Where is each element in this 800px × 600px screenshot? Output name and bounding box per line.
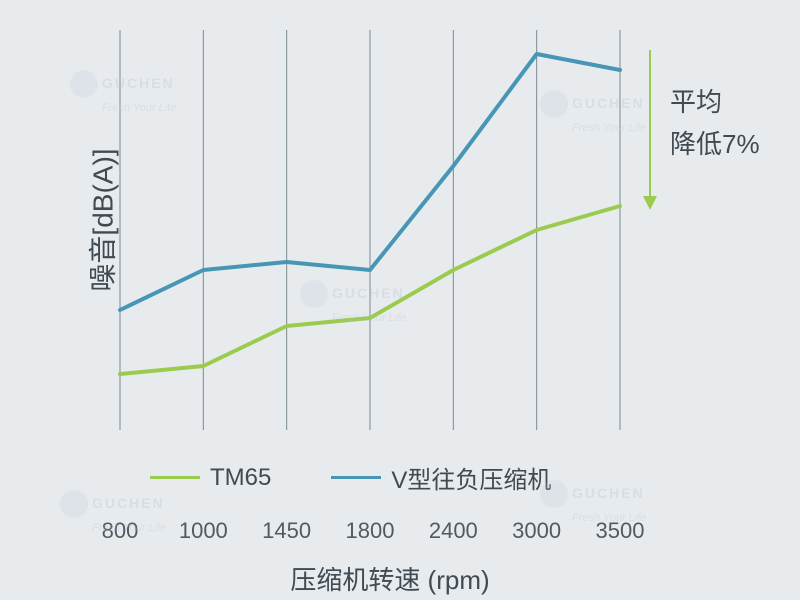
x-tick: 2400 (429, 518, 478, 544)
x-tick: 3500 (596, 518, 645, 544)
reduction-annotation: 平均 降低7% (670, 82, 760, 165)
legend-swatch-tm65 (150, 476, 200, 479)
annotation-line1: 平均 (670, 82, 760, 124)
x-tick: 3000 (512, 518, 561, 544)
legend-swatch-v-compressor (331, 476, 381, 479)
annotation-line2: 降低7% (670, 124, 760, 166)
legend-label-tm65: TM65 (210, 464, 271, 492)
down-arrow-icon (640, 50, 660, 210)
x-tick: 1000 (179, 518, 228, 544)
noise-chart: 噪音[dB(A)] 800100014501800240030003500 TM… (0, 0, 800, 600)
plot-area (110, 30, 630, 430)
x-tick: 1800 (346, 518, 395, 544)
legend: TM65 V型往负压缩机 (150, 460, 670, 495)
legend-label-v-compressor: V型往负压缩机 (391, 460, 551, 495)
x-axis-label: 压缩机转速 (rpm) (110, 560, 670, 597)
x-tick: 1450 (262, 518, 311, 544)
x-tick: 800 (102, 518, 139, 544)
